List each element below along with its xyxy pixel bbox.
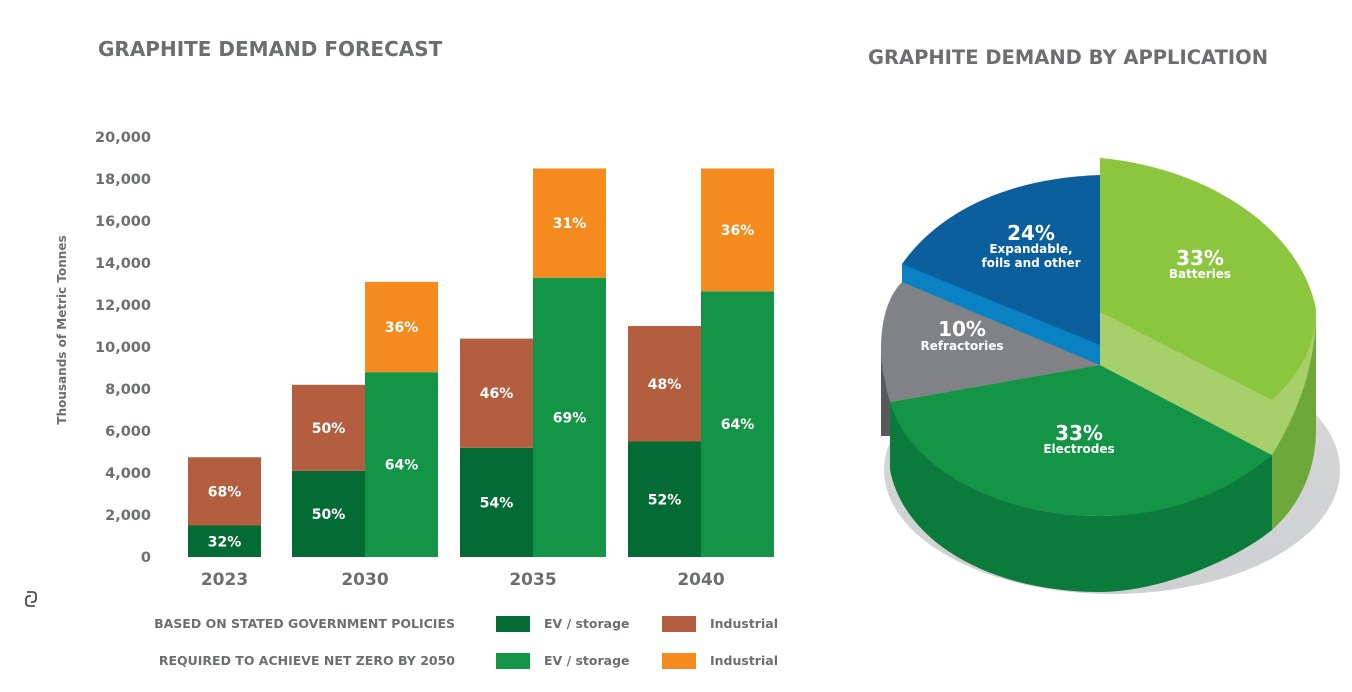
bar-ev-stated-2040 [628, 441, 701, 557]
bar-chart-legend: BASED ON STATED GOVERNMENT POLICIES EV /… [154, 616, 778, 669]
y-axis-label: Thousands of Metric Tonnes [55, 235, 69, 424]
bar-chart: GRAPHITE DEMAND FORECAST Thousands of Me… [55, 37, 774, 590]
y-tick-label: 20,000 [95, 130, 151, 146]
y-tick-label: 4,000 [105, 466, 151, 482]
bar-label-ev-stated-2023: 32% [208, 534, 242, 550]
bar-industrial-netzero-2035 [533, 168, 606, 278]
bar-ev-netzero-2040 [701, 291, 774, 557]
y-tick-label: 2,000 [105, 508, 151, 524]
bar-label-ev-netzero-2035: 69% [553, 410, 587, 426]
bar-label-ev-stated-2030: 50% [312, 507, 346, 523]
bar-ev-stated-2035 [460, 447, 533, 557]
legend-swatch-ev-stated [496, 616, 530, 632]
bar-label-industrial-netzero-2030: 36% [385, 320, 419, 336]
x-tick-label: 2023 [201, 570, 248, 590]
pie-label-refractories: Refractories [920, 339, 1003, 353]
y-tick-label: 8,000 [105, 382, 151, 398]
legend-row-stated: BASED ON STATED GOVERNMENT POLICIES [154, 616, 455, 631]
bar-label-ev-stated-2040: 52% [648, 492, 682, 508]
pie-slice-electrodes[interactable] [890, 365, 1272, 516]
bar-label-industrial-stated-2030: 50% [312, 421, 346, 437]
legend-ind-label-netzero: Industrial [710, 653, 778, 668]
bar-label-industrial-stated-2040: 48% [648, 377, 682, 393]
pie-label-electrodes-pct: 33% [1055, 421, 1103, 445]
y-tick-label: 16,000 [95, 214, 151, 230]
bar-label-industrial-netzero-2035: 31% [553, 216, 587, 232]
pie-side-batteries [1272, 309, 1316, 530]
y-tick-label: 14,000 [95, 256, 151, 272]
pie-label-batteries-pct: 33% [1176, 246, 1224, 270]
pie-label-electrodes: Electrodes [1043, 442, 1114, 456]
bar-label-ev-stated-2035: 54% [480, 495, 514, 511]
legend-swatch-ind-netzero [662, 653, 696, 669]
y-axis-ticks: 0 2,000 4,000 6,000 8,000 10,000 12,000 14,000 1… [95, 130, 151, 566]
x-tick-label: 2030 [341, 570, 388, 590]
bar-industrial-stated-2040 [628, 326, 701, 442]
y-tick-label: 18,000 [95, 172, 151, 188]
x-tick-label: 2035 [509, 570, 556, 590]
pie-slice-batteries[interactable] [1100, 158, 1316, 400]
bar-label-ev-netzero-2030: 64% [385, 458, 419, 474]
pie-label-batteries: Batteries [1169, 267, 1231, 281]
bar-label-ev-netzero-2040: 64% [721, 417, 755, 433]
bar-industrial-stated-2023 [188, 457, 261, 526]
bar-industrial-stated-2035 [460, 338, 533, 448]
pie-label-expandable-line1: Expandable, [989, 242, 1072, 256]
legend-ev-label-netzero: EV / storage [544, 653, 630, 668]
pie-label-expandable-pct: 24% [1007, 221, 1055, 245]
bar-label-industrial-stated-2023: 68% [208, 484, 242, 500]
bar-ev-netzero-2030 [365, 372, 438, 557]
pie-side-electrodes [890, 398, 1272, 592]
pie-chart: GRAPHITE DEMAND BY APPLICATION 33% Batte… [868, 46, 1340, 594]
copilot-icon[interactable] [25, 591, 37, 607]
bar-industrial-stated-2030 [292, 384, 365, 471]
x-axis-ticks: 2023 2030 2035 2040 [201, 570, 725, 590]
y-tick-label: 12,000 [95, 298, 151, 314]
pie-chart-title: GRAPHITE DEMAND BY APPLICATION [868, 46, 1268, 69]
y-tick-label: 6,000 [105, 424, 151, 440]
bar-ev-netzero-2035 [533, 277, 606, 557]
pie-label-expandable-line2: foils and other [982, 256, 1081, 270]
bar-label-industrial-stated-2035: 46% [480, 386, 514, 402]
bar-industrial-netzero-2030 [365, 281, 438, 373]
y-tick-label: 0 [141, 550, 151, 566]
bar-chart-title: GRAPHITE DEMAND FORECAST [98, 37, 443, 61]
bar-ev-stated-2023 [188, 525, 261, 557]
legend-row-netzero: REQUIRED TO ACHIEVE NET ZERO BY 2050 [159, 653, 455, 668]
bar-ev-stated-2030 [292, 470, 365, 557]
legend-ev-label-stated: EV / storage [544, 616, 630, 631]
x-tick-label: 2040 [677, 570, 724, 590]
pie-slice-expandable[interactable] [902, 175, 1100, 365]
bar-industrial-netzero-2040 [701, 168, 774, 292]
pie-label-refractories-pct: 10% [938, 317, 986, 341]
bar-series: 32% 68% 50% 50% 54% 46% 52% 48% 64% 36% 69% 31% 64% 3… [188, 168, 774, 557]
legend-swatch-ind-stated [662, 616, 696, 632]
pie-slice-expandable-edge [902, 264, 1100, 365]
y-tick-label: 10,000 [95, 340, 151, 356]
pie-slice-refractories[interactable] [881, 282, 1100, 402]
legend-swatch-ev-netzero [496, 653, 530, 669]
legend-ind-label-stated: Industrial [710, 616, 778, 631]
bar-label-industrial-netzero-2040: 36% [721, 223, 755, 239]
